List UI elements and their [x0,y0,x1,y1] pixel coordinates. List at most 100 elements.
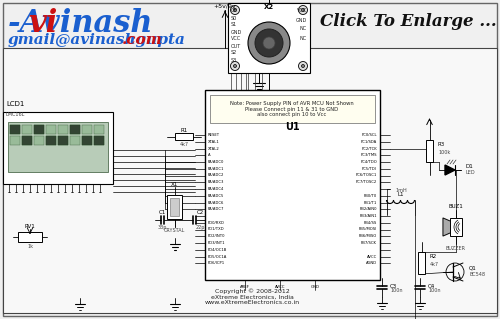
Bar [167,195,182,219]
Text: 1k: 1k [27,243,33,249]
Text: OUT: OUT [231,43,241,48]
Polygon shape [445,165,455,175]
Text: PD2/INT0: PD2/INT0 [208,234,226,238]
Text: RESET: RESET [208,133,220,137]
Text: eXtreme Electronics: eXtreme Electronics [159,196,231,240]
Bar [10,125,20,134]
Text: eXtreme Electronics: eXtreme Electronics [159,6,231,50]
Text: eXtreme Electronics: eXtreme Electronics [234,196,306,240]
Bar [10,136,20,145]
Bar [58,136,68,145]
Text: -Avinash: -Avinash [8,8,154,39]
Text: PD4/OC1B: PD4/OC1B [208,248,228,252]
Circle shape [302,9,304,11]
Text: 4k7: 4k7 [430,262,439,266]
Bar [22,136,32,145]
Text: PA/ADC4: PA/ADC4 [208,187,224,191]
Text: LCD1: LCD1 [6,101,25,107]
Text: eXtreme Electronics: eXtreme Electronics [0,158,6,202]
Text: S3: S3 [231,57,237,63]
Text: NC: NC [300,35,307,41]
Text: eXtreme Electronics: eXtreme Electronics [84,44,156,88]
Text: eXtreme Electronics: eXtreme Electronics [309,0,381,12]
Text: eXtreme Electronics: eXtreme Electronics [84,234,156,278]
Text: eXtreme Electronics: eXtreme Electronics [459,272,500,316]
Text: 22p: 22p [196,226,204,231]
Bar [46,125,56,134]
Text: PC7/TOSC2: PC7/TOSC2 [356,180,377,184]
Text: 1mH: 1mH [395,188,407,192]
Text: eXtreme Electronics: eXtreme Electronics [309,44,381,88]
Text: eXtreme Electronics: eXtreme Electronics [234,120,306,164]
Text: OE: OE [231,9,238,13]
Text: eXtreme Electronics: eXtreme Electronics [234,44,306,88]
Text: eXtreme Electronics: eXtreme Electronics [384,196,456,240]
Bar [175,133,193,140]
Text: eXtreme Electronics: eXtreme Electronics [9,44,81,88]
Text: eXtreme Electronics: eXtreme Electronics [9,310,81,319]
Circle shape [230,5,239,14]
Text: eXtreme Electronics: eXtreme Electronics [309,82,381,126]
Bar [70,125,80,134]
Text: Note: Power Supply PIN of AVR MCU Not Shown
Please Connect pin 11 & 31 to GND
al: Note: Power Supply PIN of AVR MCU Not Sh… [230,101,354,117]
Text: eXtreme Electronics: eXtreme Electronics [84,310,156,319]
Text: GND: GND [310,285,320,289]
Text: PB4/SS: PB4/SS [364,221,377,225]
Text: eXtreme Electronics: eXtreme Electronics [459,158,500,202]
Bar [418,252,425,274]
Text: PA/ADC6: PA/ADC6 [208,201,224,204]
Text: R3: R3 [438,143,446,147]
Text: 4k7: 4k7 [180,142,188,146]
Text: XTAL1: XTAL1 [208,140,220,144]
Text: eXtreme Electronics: eXtreme Electronics [84,6,156,50]
Bar [82,136,92,145]
Text: PB7/SCK: PB7/SCK [361,241,377,245]
Text: PD3/INT1: PD3/INT1 [208,241,226,245]
Text: Q1: Q1 [469,265,477,271]
Text: eXtreme Electronics: eXtreme Electronics [384,272,456,316]
Text: S2: S2 [231,50,237,56]
Text: XTAL2: XTAL2 [208,146,220,151]
Text: PB0/T0: PB0/T0 [364,194,377,198]
Text: PC4/TDO: PC4/TDO [360,160,377,164]
Text: C2: C2 [196,211,203,216]
Text: eXtreme Electronics: eXtreme Electronics [159,0,231,12]
Text: eXtreme Electronics: eXtreme Electronics [384,158,456,202]
Text: PA/ADC3: PA/ADC3 [208,180,224,184]
Text: R2: R2 [430,255,437,259]
Text: PD1/TXD: PD1/TXD [208,227,224,232]
Circle shape [230,62,239,70]
Text: eXtreme Electronics: eXtreme Electronics [234,82,306,126]
Text: PA/ADC7: PA/ADC7 [208,207,224,211]
Bar [94,136,104,145]
Text: eXtreme Electronics: eXtreme Electronics [309,234,381,278]
Bar [70,136,80,145]
Text: +5v/9v: +5v/9v [214,4,236,9]
Text: eXtreme Electronics: eXtreme Electronics [159,158,231,202]
Text: PC3/TMS: PC3/TMS [360,153,377,157]
Text: PD0/RXD: PD0/RXD [208,221,225,225]
Text: eXtreme Electronics: eXtreme Electronics [84,120,156,164]
Text: eXtreme Electronics: eXtreme Electronics [159,272,231,316]
Text: eXtreme Electronics: eXtreme Electronics [159,120,231,164]
Text: eXtreme Electronics: eXtreme Electronics [84,196,156,240]
Bar [46,136,56,145]
Text: eXtreme Electronics: eXtreme Electronics [234,6,306,50]
Text: eXtreme Electronics: eXtreme Electronics [459,234,500,278]
Circle shape [263,37,275,49]
Text: eXtreme Electronics: eXtreme Electronics [9,272,81,316]
Bar [46,136,56,145]
Text: eXtreme Electronics: eXtreme Electronics [0,0,6,12]
Text: LED: LED [465,170,474,175]
Text: PA/ADC5: PA/ADC5 [208,194,224,198]
Text: eXtreme Electronics: eXtreme Electronics [459,310,500,319]
Text: eXtreme Electronics: eXtreme Electronics [384,82,456,126]
Text: eXtreme Electronics: eXtreme Electronics [309,310,381,319]
Text: eXtreme Electronics: eXtreme Electronics [384,120,456,164]
Text: eXtreme Electronics: eXtreme Electronics [459,196,500,240]
Text: eXtreme Electronics: eXtreme Electronics [0,234,6,278]
Bar [3,48,497,313]
Text: eXtreme Electronics: eXtreme Electronics [384,0,456,12]
Text: VCC: VCC [297,9,307,13]
Bar [94,136,104,145]
